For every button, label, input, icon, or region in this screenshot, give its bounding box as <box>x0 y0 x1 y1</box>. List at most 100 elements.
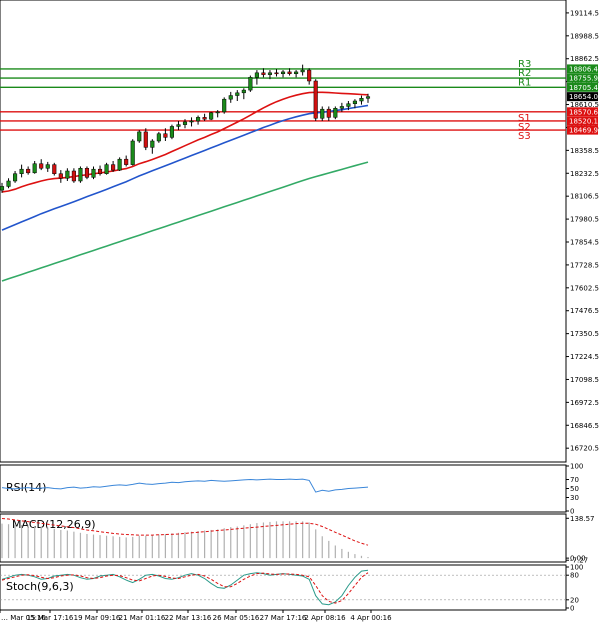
candle-body <box>163 133 168 138</box>
rsi-tick-label: 50 <box>570 485 579 493</box>
candle-body <box>0 186 5 191</box>
candle-body <box>52 164 57 174</box>
level-tag-r1 <box>567 82 598 92</box>
level-label-s2: S2 <box>518 122 531 133</box>
level-tag-s2 <box>567 116 598 126</box>
rsi-tick-label: 0 <box>570 508 574 516</box>
level-label-r2: R2 <box>518 68 531 79</box>
time-tick-label: 27 Mar 17:16 <box>260 614 307 622</box>
candle-body <box>333 108 338 118</box>
price-tick-label: 17602.5 <box>570 284 599 292</box>
candle-body <box>267 72 273 75</box>
candle-body <box>26 168 31 174</box>
time-tick-label: 22 Mar 13:16 <box>165 614 212 622</box>
macd-tick-label: 0.00 <box>570 555 586 563</box>
level-tag-r3 <box>567 64 598 74</box>
candle-body <box>189 120 194 123</box>
candle-body <box>339 106 344 109</box>
candle-body <box>261 72 266 75</box>
candle-body <box>182 121 188 125</box>
candle-body <box>97 168 103 174</box>
candle-body <box>104 164 109 174</box>
candle-body <box>228 95 233 100</box>
stoch-tick-label: 80 <box>570 572 579 580</box>
candle-body <box>150 140 155 148</box>
price-tick-label: 18232.5 <box>570 170 599 178</box>
time-tick-label: 2 Apr 08:16 <box>304 614 346 622</box>
candle-body <box>169 126 174 138</box>
candle-body <box>313 80 318 119</box>
candle-body <box>320 108 325 119</box>
candle-body <box>84 168 90 178</box>
candle-body <box>143 131 148 148</box>
rsi-tick-label: 30 <box>570 494 579 502</box>
candle-body <box>202 117 207 120</box>
candle-body <box>156 133 161 142</box>
level-label-r1: R1 <box>518 77 531 88</box>
ma-fast-line <box>1 91 369 193</box>
candle-body <box>235 92 240 96</box>
candle-body <box>346 103 351 107</box>
time-tick-label: 21 Mar 01:16 <box>119 614 166 622</box>
candle-body <box>65 170 70 179</box>
stoch-d-line <box>1 572 369 604</box>
candle-body <box>365 96 371 99</box>
price-tick-label: 16972.5 <box>570 399 599 407</box>
level-tag-text: 18806.4 <box>569 65 598 73</box>
candle-body <box>117 158 122 171</box>
candle-body <box>254 72 259 78</box>
rsi-line <box>1 478 369 493</box>
stoch-tick-label: 100 <box>570 564 583 572</box>
price-tick-label: 18862.5 <box>570 55 599 63</box>
price-tick-label: 18610.5 <box>570 101 599 109</box>
time-tick-label: 4 Apr 00:16 <box>350 614 392 622</box>
level-tag-text: 18570.6 <box>569 108 598 116</box>
level-tag-text: 18469.9 <box>569 127 598 135</box>
price-tick-label: 17854.5 <box>570 239 599 247</box>
ma-slow-line <box>1 161 369 282</box>
candle-body <box>91 168 96 178</box>
candle-body <box>196 117 201 122</box>
level-tag-s3 <box>567 125 598 135</box>
candle-body <box>294 71 299 74</box>
candle-body <box>137 131 142 142</box>
level-tag-r2 <box>567 73 598 83</box>
candle-body <box>45 164 50 169</box>
macd-panel: MACD(12,26,9) 138.57 0.00-7.27 <box>1 515 595 565</box>
candle-body <box>287 71 292 74</box>
moving-averages <box>1 91 369 282</box>
candle-body <box>359 98 364 102</box>
candle-body <box>215 111 220 114</box>
time-tick-label: 26 Mar 05:16 <box>213 614 260 622</box>
rsi-tick-label: 100 <box>570 463 583 471</box>
candle-body <box>19 168 24 174</box>
macd-title: MACD(12,26,9) <box>12 518 96 531</box>
time-tick-label: … Mar 05:16 <box>1 614 46 622</box>
price-tick-label: 17224.5 <box>570 353 599 361</box>
price-tick-label: 17476.5 <box>570 307 599 315</box>
price-tick-label: 18358.5 <box>570 147 599 155</box>
candle-body <box>241 89 246 94</box>
stoch-panel-frame <box>0 564 567 611</box>
stoch-k-line <box>1 569 369 606</box>
rsi-tick-label: 70 <box>570 476 579 484</box>
candle-body <box>111 164 116 171</box>
candle-body <box>307 69 312 82</box>
candle-body <box>130 140 135 165</box>
level-label-s3: S3 <box>518 131 531 142</box>
time-tick-label: 15 Mar 17:16 <box>27 614 74 622</box>
level-label-s1: S1 <box>518 113 531 124</box>
stoch-title: Stoch(9,6,3) <box>6 580 74 593</box>
rsi-panel-frame <box>0 464 567 513</box>
candlesticks <box>0 64 371 193</box>
candle-body <box>300 69 305 73</box>
candle-body <box>71 170 76 182</box>
candle-body <box>176 124 181 127</box>
level-tag-text: 18520.1 <box>569 117 598 125</box>
candle-body <box>280 71 286 74</box>
candle-body <box>209 112 214 120</box>
